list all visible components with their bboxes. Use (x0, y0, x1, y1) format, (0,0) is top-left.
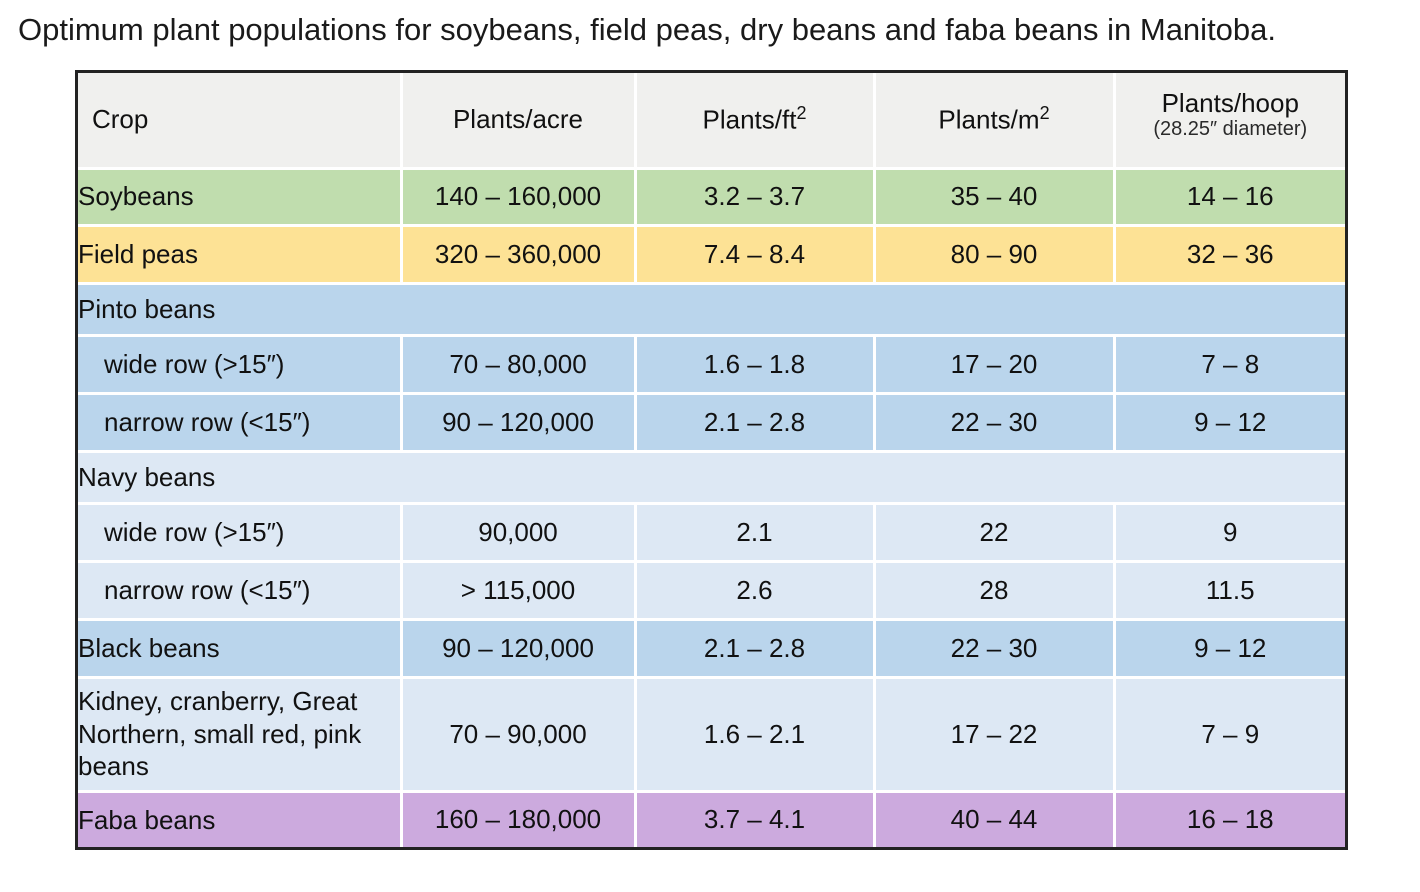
table-head: Crop Plants/acre Plants/ft2 Plants/m2 Plants… (78, 73, 1346, 170)
superscript: 2 (1039, 103, 1050, 124)
table-row-faba-beans: Faba beans 160 – 180,000 3.7 – 4.1 40 – 44 1… (78, 791, 1345, 847)
superscript: 2 (796, 103, 807, 124)
value-cell: 1.6 – 2.1 (635, 677, 876, 793)
group-row-pinto-beans: Pinto beans (78, 283, 1345, 337)
column-header-label: Plants/acre (403, 104, 633, 135)
column-header-text: Plants/ft (702, 105, 797, 136)
value-cell: 17 – 20 (874, 335, 1116, 395)
value-cell: 9 (1114, 503, 1345, 563)
plant-population-table-wrap: Crop Plants/acre Plants/ft2 Plants/m2 Plants… (75, 70, 1348, 850)
crop-cell: Soybeans (78, 168, 403, 227)
value-cell: 35 – 40 (874, 168, 1116, 227)
header-row: Crop Plants/acre Plants/ft2 Plants/m2 Plants… (78, 73, 1346, 170)
column-header-text: Crop (92, 104, 149, 135)
value-cell: 1.6 – 1.8 (635, 335, 876, 395)
value-cell: 9 – 12 (1114, 619, 1345, 679)
value-cell: 22 (874, 503, 1116, 563)
column-header-plants-m: Plants/m2 (874, 73, 1116, 170)
value-cell: 14 – 16 (1114, 168, 1345, 227)
column-header-label: Plants/hoop (1116, 90, 1346, 116)
value-cell: 70 – 80,000 (401, 335, 637, 395)
crop-cell: Field peas (78, 225, 403, 285)
table-row-wide-row-15: wide row (>15″) 70 – 80,000 1.6 – 1.8 17 – … (78, 335, 1345, 395)
value-cell: 22 – 30 (874, 393, 1116, 453)
value-cell: 2.6 (635, 561, 876, 621)
value-cell: 2.1 – 2.8 (635, 393, 876, 453)
value-cell: 320 – 360,000 (401, 225, 637, 285)
value-cell: 7.4 – 8.4 (635, 225, 876, 285)
crop-cell: Faba beans (78, 791, 403, 847)
table-row-narrow-row-15: narrow row (<15″) > 115,000 2.6 28 11.5 (78, 561, 1345, 621)
column-header-subtext: (28.25″ diameter) (1153, 118, 1308, 141)
table-row-kidney-cranberry-great-northern-small-red-pink-beans: Kidney, cranberry, Great Northern, small… (78, 677, 1345, 793)
value-cell: 90 – 120,000 (401, 393, 637, 453)
value-cell: 7 – 8 (1114, 335, 1345, 395)
value-cell: 17 – 22 (874, 677, 1116, 793)
value-cell: 90,000 (401, 503, 637, 563)
value-cell: 28 (874, 561, 1116, 621)
crop-cell: Kidney, cranberry, Great Northern, small… (78, 677, 403, 793)
column-header-label: Plants/m2 (876, 103, 1112, 136)
column-header-plants-hoop: Plants/hoop (28.25″ diameter) (1114, 73, 1346, 170)
crop-cell: narrow row (<15″) (78, 393, 403, 453)
value-cell: 90 – 120,000 (401, 619, 637, 679)
column-header-plants-ft: Plants/ft2 (635, 73, 876, 170)
value-cell: 2.1 (635, 503, 876, 563)
table-row-field-peas: Field peas 320 – 360,000 7.4 – 8.4 80 – 90 3… (78, 225, 1345, 285)
value-cell: 80 – 90 (874, 225, 1116, 285)
page-title: Optimum plant populations for soybeans, … (18, 12, 1277, 47)
crop-cell: narrow row (<15″) (78, 561, 403, 621)
crop-cell: Black beans (78, 619, 403, 679)
table-row-black-beans: Black beans 90 – 120,000 2.1 – 2.8 22 – 30 9… (78, 619, 1345, 679)
table-row-wide-row-15: wide row (>15″) 90,000 2.1 22 9 (78, 503, 1345, 563)
crop-cell: wide row (>15″) (78, 503, 403, 563)
table-row-soybeans: Soybeans 140 – 160,000 3.2 – 3.7 35 – 40 14 … (78, 168, 1345, 227)
value-cell: 70 – 90,000 (401, 677, 637, 793)
table-row-narrow-row-15: narrow row (<15″) 90 – 120,000 2.1 – 2.8 22… (78, 393, 1345, 453)
value-cell: 9 – 12 (1114, 393, 1345, 453)
value-cell: 140 – 160,000 (401, 168, 637, 227)
column-header-text: Plants/hoop (1161, 88, 1299, 119)
group-row-navy-beans: Navy beans (78, 451, 1345, 505)
value-cell: 22 – 30 (874, 619, 1116, 679)
column-header-text: Plants/acre (452, 104, 584, 135)
value-cell: 2.1 – 2.8 (635, 619, 876, 679)
column-header-plants-acre: Plants/acre (401, 73, 637, 170)
crop-cell: Pinto beans (78, 283, 1345, 337)
crop-cell: Navy beans (78, 451, 1345, 505)
value-cell: > 115,000 (401, 561, 637, 621)
value-cell: 40 – 44 (874, 791, 1116, 847)
value-cell: 160 – 180,000 (401, 791, 637, 847)
value-cell: 3.7 – 4.1 (635, 791, 876, 847)
column-header-label: Crop (92, 104, 398, 135)
table-body: Soybeans 140 – 160,000 3.2 – 3.7 35 – 40 14 … (78, 168, 1345, 847)
value-cell: 32 – 36 (1114, 225, 1345, 285)
value-cell: 3.2 – 3.7 (635, 168, 876, 227)
plant-population-table: Crop Plants/acre Plants/ft2 Plants/m2 Plants… (78, 73, 1345, 847)
value-cell: 7 – 9 (1114, 677, 1345, 793)
value-cell: 16 – 18 (1114, 791, 1345, 847)
crop-cell: wide row (>15″) (78, 335, 403, 395)
column-header-text: Plants/m (938, 105, 1040, 136)
column-header-crop: Crop (78, 73, 403, 170)
value-cell: 11.5 (1114, 561, 1345, 621)
column-header-label: Plants/ft2 (637, 103, 872, 136)
